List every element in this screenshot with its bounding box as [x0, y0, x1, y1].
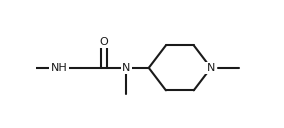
Text: N: N: [122, 63, 130, 73]
Text: O: O: [99, 37, 108, 47]
Text: NH: NH: [50, 63, 67, 73]
Text: N: N: [207, 63, 215, 73]
